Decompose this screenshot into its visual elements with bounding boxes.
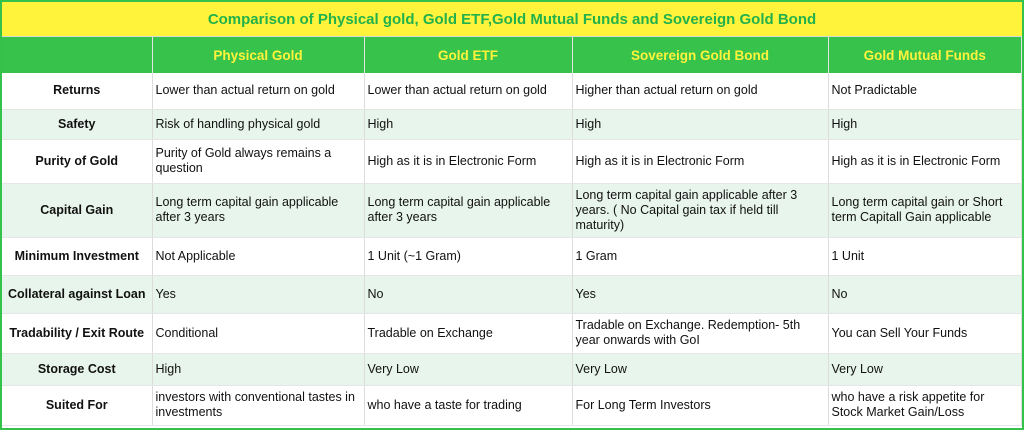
table-cell: Lower than actual return on gold (152, 73, 365, 110)
header-cell-gold-etf: Gold ETF (364, 37, 573, 73)
table-row: Collateral against Loan Yes No Yes No (2, 275, 1022, 314)
table-cell: Purity of Gold always remains a question (152, 139, 365, 184)
table-row: Returns Lower than actual return on gold… (2, 73, 1022, 110)
table-title: Comparison of Physical gold, Gold ETF,Go… (2, 2, 1022, 37)
table-row: Capital Gain Long term capital gain appl… (2, 183, 1022, 238)
header-cell-gold-mutual-funds: Gold Mutual Funds (828, 37, 1022, 73)
row-label: Minimum Investment (2, 237, 153, 276)
table-row: Safety Risk of handling physical gold Hi… (2, 109, 1022, 140)
table-cell: Risk of handling physical gold (152, 109, 365, 140)
table-cell: 1 Unit (~1 Gram) (364, 237, 573, 276)
table-cell: investors with conventional tastes in in… (152, 385, 365, 426)
table-cell: High (572, 109, 829, 140)
row-label: Returns (2, 73, 153, 110)
table-cell: Not Pradictable (828, 73, 1022, 110)
row-label: Safety (2, 109, 153, 140)
table-cell: Long term capital gain applicable after … (152, 183, 365, 238)
table-row: Minimum Investment Not Applicable 1 Unit… (2, 237, 1022, 276)
table-cell: 1 Unit (828, 237, 1022, 276)
table-cell: 1 Gram (572, 237, 829, 276)
table-row: Tradability / Exit Route Conditional Tra… (2, 313, 1022, 354)
table-cell: Not Applicable (152, 237, 365, 276)
table-cell: Yes (152, 275, 365, 314)
header-cell-physical-gold: Physical Gold (152, 37, 365, 73)
table-cell: who have a risk appetite for Stock Marke… (828, 385, 1022, 426)
row-label: Storage Cost (2, 353, 153, 386)
table-cell: Tradable on Exchange (364, 313, 573, 354)
table-cell: Tradable on Exchange. Redemption- 5th ye… (572, 313, 829, 354)
row-label: Capital Gain (2, 183, 153, 238)
table-cell: Conditional (152, 313, 365, 354)
row-label: Purity of Gold (2, 139, 153, 184)
row-label: Tradability / Exit Route (2, 313, 153, 354)
comparison-table: Physical Gold Gold ETF Sovereign Gold Bo… (2, 37, 1022, 426)
table-cell: who have a taste for trading (364, 385, 573, 426)
table-cell: Very Low (572, 353, 829, 386)
table-cell: Long term capital gain applicable after … (572, 183, 829, 238)
table-row: Storage Cost High Very Low Very Low Very… (2, 353, 1022, 386)
table-row: Purity of Gold Purity of Gold always rem… (2, 139, 1022, 184)
table-cell: Long term capital gain or Short term Cap… (828, 183, 1022, 238)
table-cell: No (828, 275, 1022, 314)
table-cell: High (828, 109, 1022, 140)
table-row: Suited For investors with conventional t… (2, 385, 1022, 426)
table-cell: High as it is in Electronic Form (364, 139, 573, 184)
row-label: Suited For (2, 385, 153, 426)
row-label: Collateral against Loan (2, 275, 153, 314)
table-cell: No (364, 275, 573, 314)
table-cell: Yes (572, 275, 829, 314)
table-cell: High (152, 353, 365, 386)
table-cell: Long term capital gain applicable after … (364, 183, 573, 238)
header-cell-sovereign-gold-bond: Sovereign Gold Bond (572, 37, 829, 73)
table-cell: Higher than actual return on gold (572, 73, 829, 110)
table-cell: For Long Term Investors (572, 385, 829, 426)
table-cell: Very Low (828, 353, 1022, 386)
table-cell: Lower than actual return on gold (364, 73, 573, 110)
table-cell: High as it is in Electronic Form (828, 139, 1022, 184)
table-cell: High (364, 109, 573, 140)
header-row: Physical Gold Gold ETF Sovereign Gold Bo… (2, 37, 1022, 73)
header-cell-corner (2, 37, 153, 73)
table-cell: You can Sell Your Funds (828, 313, 1022, 354)
table-cell: High as it is in Electronic Form (572, 139, 829, 184)
table-cell: Very Low (364, 353, 573, 386)
